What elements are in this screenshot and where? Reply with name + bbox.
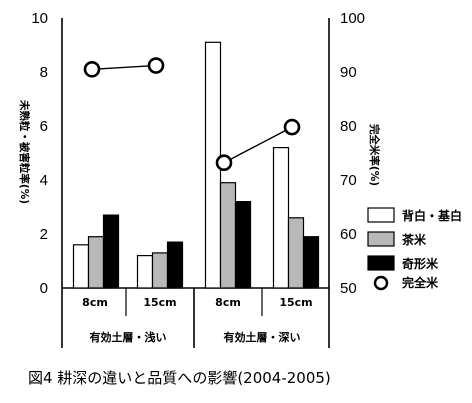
bar: [272, 147, 290, 289]
y-left-tick-label: 2: [40, 226, 48, 243]
series-line-segment: [223, 126, 293, 164]
y-left-tick-label: 10: [31, 10, 48, 27]
bar: [102, 214, 120, 289]
x-group-label: 有効土層・深い: [224, 330, 301, 344]
legend-marker: [373, 275, 389, 291]
data-point: [83, 61, 101, 78]
bar: [72, 244, 90, 289]
line-layer: [83, 57, 301, 172]
x-category-label: 8cm: [215, 296, 241, 309]
series-line-segment: [91, 64, 157, 70]
y-right-tick-label: 100: [340, 10, 365, 27]
legend-label: 背白・基白: [402, 208, 462, 223]
x-category-label: 15cm: [143, 296, 176, 309]
data-point: [283, 118, 301, 136]
y-left-tick-label: 0: [40, 280, 48, 297]
bar: [166, 241, 184, 289]
legend-swatch: [367, 207, 395, 223]
y-right-tick-label: 90: [340, 64, 357, 81]
bar: [219, 182, 237, 289]
legend-label: 茶米: [401, 232, 427, 247]
data-point: [147, 57, 165, 74]
y-right-tick-label: 80: [340, 118, 357, 135]
figure-caption: 図4 耕深の違いと品質への影響(2004-2005): [28, 369, 331, 387]
x-category-label: 8cm: [82, 296, 108, 309]
bar: [87, 236, 105, 289]
y-left-tick-label: 4: [40, 172, 48, 189]
legend: 背白・基白 茶米 奇形米 完全米: [367, 207, 462, 291]
y-axis-left-title-text: 未熟粒・被害粒率(%): [18, 99, 31, 204]
legend-swatch: [367, 255, 395, 271]
bar: [234, 201, 252, 289]
bar: [302, 236, 320, 289]
y-right-tick-label: 60: [340, 226, 357, 243]
y-left-tick-label: 6: [40, 118, 48, 135]
bars-layer: [72, 41, 320, 289]
y-right-tick-label: 50: [340, 280, 357, 297]
data-point: [215, 154, 233, 172]
legend-label: 完全米: [402, 275, 439, 290]
y-left-tick-label: 8: [40, 64, 48, 81]
y-axis-right-title-text: 完全米率(%): [368, 124, 381, 186]
bar: [136, 255, 154, 289]
x-group-label: 有効土層・浅い: [90, 330, 167, 344]
bar: [287, 217, 305, 289]
y-right-tick-label: 70: [340, 172, 357, 189]
bar: [151, 252, 169, 289]
y-axis-right-title: 完全米率(%): [368, 124, 381, 186]
legend-label: 奇形米: [402, 256, 439, 271]
x-category-label: 15cm: [279, 296, 312, 309]
y-axis-left-title: 未熟粒・被害粒率(%): [18, 99, 31, 204]
legend-swatch: [367, 231, 395, 247]
